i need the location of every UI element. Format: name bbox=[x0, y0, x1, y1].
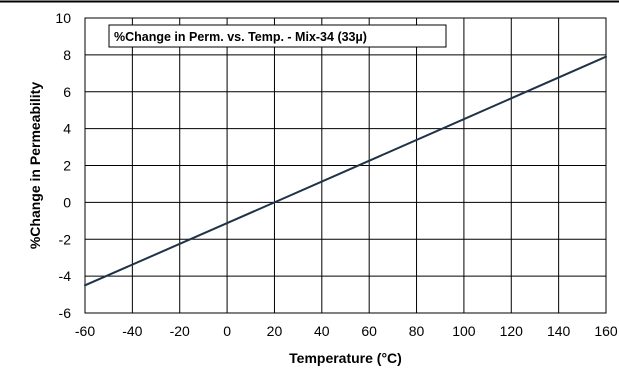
x-tick-label: 60 bbox=[361, 323, 377, 339]
x-tick-label: 80 bbox=[409, 323, 425, 339]
x-axis-title: Temperature (°C) bbox=[289, 350, 402, 366]
x-tick-labels: -60 -40 -20 0 20 40 60 80 100 120 140 160 bbox=[75, 323, 618, 339]
x-tick-label: 160 bbox=[594, 323, 618, 339]
x-tick-label: 0 bbox=[223, 323, 231, 339]
plot-border bbox=[84, 17, 607, 314]
x-tick-label: -40 bbox=[122, 323, 142, 339]
x-tick-label: 100 bbox=[452, 323, 476, 339]
y-tick-label: 10 bbox=[55, 10, 71, 26]
series-line bbox=[84, 55, 607, 287]
y-axis-title: %Change in Permeability bbox=[27, 82, 43, 249]
y-tick-label: 0 bbox=[63, 194, 71, 210]
series-lines bbox=[84, 55, 607, 287]
x-tick-label: -20 bbox=[170, 323, 190, 339]
y-tick-label: -4 bbox=[59, 268, 72, 284]
chart-title: %Change in Perm. vs. Temp. - Mix-34 (33µ… bbox=[114, 30, 367, 44]
x-tick-label: 40 bbox=[314, 323, 330, 339]
y-tick-label: 6 bbox=[63, 84, 71, 100]
y-tick-label: 4 bbox=[63, 121, 71, 137]
y-tick-labels: -6 -4 -2 0 2 4 6 8 10 bbox=[55, 10, 71, 321]
x-tick-label: 140 bbox=[547, 323, 571, 339]
y-tick-label: 2 bbox=[63, 158, 71, 174]
x-tick-label: -60 bbox=[75, 323, 95, 339]
x-tick-label: 20 bbox=[267, 323, 283, 339]
y-tick-label: 8 bbox=[63, 47, 71, 63]
chart-title-box bbox=[108, 24, 447, 48]
x-tick-label: 120 bbox=[500, 323, 524, 339]
y-tick-label: -2 bbox=[59, 231, 72, 247]
y-tick-label: -6 bbox=[59, 305, 72, 321]
